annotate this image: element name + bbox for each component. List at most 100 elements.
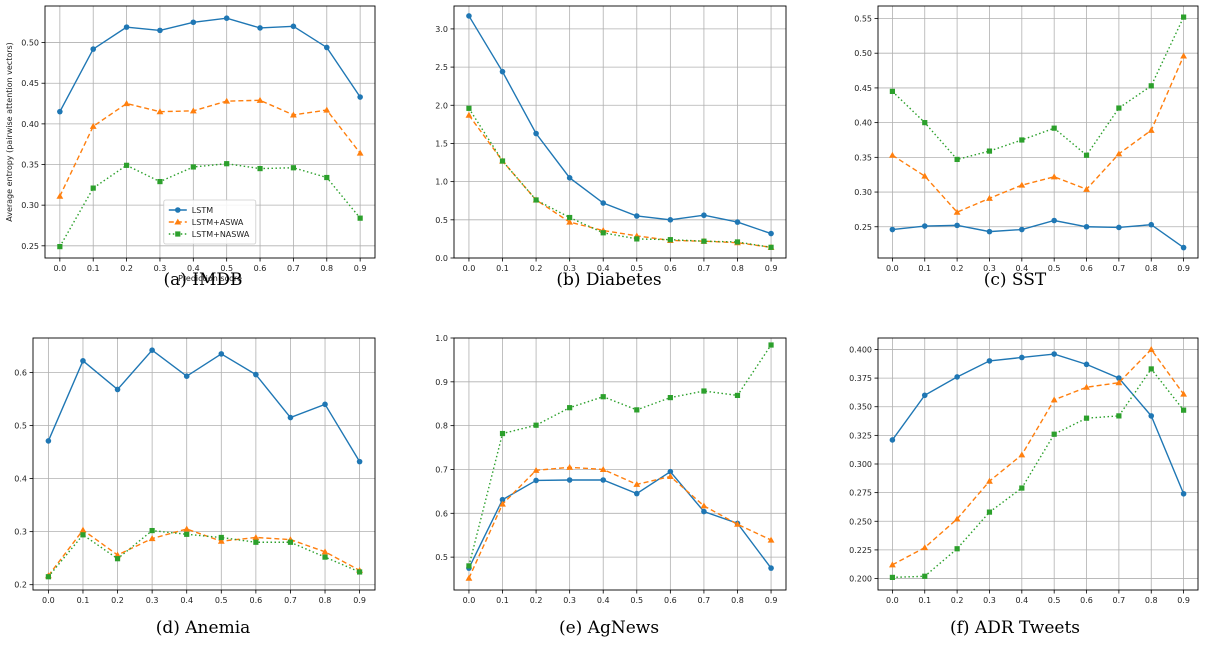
data-point bbox=[256, 96, 264, 103]
data-point bbox=[1051, 217, 1057, 224]
data-point bbox=[1019, 137, 1025, 143]
series-line bbox=[59, 99, 361, 197]
y-tick-label: 0.8 bbox=[435, 422, 448, 431]
x-tick-label: 0.4 bbox=[1015, 264, 1028, 273]
series-line bbox=[468, 107, 772, 249]
data-point bbox=[1019, 354, 1025, 361]
data-point bbox=[156, 108, 164, 115]
series-line bbox=[47, 529, 360, 578]
data-point bbox=[90, 185, 96, 191]
data-point bbox=[1116, 413, 1122, 419]
data-point bbox=[287, 414, 294, 421]
data-point bbox=[499, 430, 506, 437]
y-tick-label: 0.3 bbox=[14, 528, 27, 537]
series-lstm-naswa bbox=[466, 105, 774, 250]
y-tick-label: 0.300 bbox=[849, 460, 872, 469]
y-tick-label: 1.5 bbox=[435, 139, 448, 148]
series-lstm-aswa bbox=[465, 463, 775, 581]
data-point bbox=[1181, 14, 1187, 20]
data-point bbox=[701, 508, 707, 515]
data-point bbox=[600, 200, 607, 206]
data-point bbox=[954, 374, 960, 380]
data-point bbox=[499, 496, 506, 503]
data-point bbox=[183, 373, 190, 379]
x-tick-label: 0.7 bbox=[698, 264, 711, 273]
x-tick-label: 0.9 bbox=[353, 596, 366, 605]
y-tick-label: 0.275 bbox=[849, 489, 872, 498]
x-tick-label: 0.5 bbox=[1048, 596, 1061, 605]
data-point bbox=[634, 236, 640, 242]
data-point bbox=[149, 527, 155, 534]
data-point bbox=[1148, 83, 1154, 89]
data-point bbox=[157, 178, 163, 185]
data-point bbox=[324, 174, 330, 181]
data-point bbox=[567, 214, 573, 221]
x-tick-label: 0.4 bbox=[180, 596, 193, 605]
series-lstm-aswa bbox=[56, 96, 364, 199]
data-point bbox=[922, 120, 928, 126]
x-tick-label: 0.9 bbox=[765, 596, 778, 605]
data-point bbox=[218, 351, 225, 357]
data-point bbox=[1083, 383, 1090, 390]
series-lstm bbox=[45, 347, 363, 465]
x-tick-label: 0.0 bbox=[53, 264, 66, 273]
data-point bbox=[532, 466, 540, 473]
data-point bbox=[954, 222, 960, 229]
y-tick-label: 2.5 bbox=[435, 63, 448, 72]
y-tick-label: 0.25 bbox=[21, 242, 39, 251]
y-tick-label: 1.0 bbox=[435, 178, 448, 187]
data-point bbox=[1051, 351, 1057, 357]
series-line bbox=[468, 15, 772, 235]
data-point bbox=[986, 358, 993, 364]
data-point bbox=[1147, 126, 1155, 133]
y-tick-label: 0.40 bbox=[21, 120, 39, 129]
data-point bbox=[889, 226, 896, 233]
chart-panel: 0.0 0.1 0.2 0.3 0.4 0.5 0.6 0.7 0.8 0.9 0.5 0.6 0.7 0… bbox=[406, 324, 812, 648]
y-tick-label: 0.50 bbox=[21, 39, 39, 48]
data-point bbox=[257, 165, 263, 172]
x-tick-label: 0.0 bbox=[42, 596, 55, 605]
x-tick-label: 0.2 bbox=[530, 596, 543, 605]
data-point bbox=[114, 386, 121, 393]
y-tick-label: 0.30 bbox=[21, 201, 39, 210]
y-tick-label: 0.25 bbox=[854, 223, 872, 232]
y-tick-label: 0.45 bbox=[21, 79, 39, 88]
data-point bbox=[322, 554, 328, 560]
x-tick-label: 0.2 bbox=[111, 596, 124, 605]
x-tick-label: 0.9 bbox=[1177, 264, 1190, 273]
data-point bbox=[89, 122, 97, 129]
data-point bbox=[533, 422, 539, 428]
x-tick-label: 0.8 bbox=[731, 264, 744, 273]
x-tick-label: 0.4 bbox=[597, 596, 610, 605]
data-point bbox=[323, 106, 331, 113]
data-point bbox=[1051, 431, 1057, 437]
data-point bbox=[80, 532, 86, 538]
data-point bbox=[1019, 485, 1025, 491]
data-point bbox=[123, 162, 130, 168]
data-point bbox=[734, 219, 741, 225]
data-point bbox=[1116, 105, 1122, 111]
data-point bbox=[190, 19, 197, 26]
x-tick-label: 0.8 bbox=[319, 596, 332, 605]
data-point bbox=[499, 500, 506, 507]
data-point bbox=[734, 520, 741, 527]
data-point bbox=[600, 394, 606, 400]
x-tick-label: 0.0 bbox=[463, 596, 476, 605]
data-point bbox=[667, 468, 674, 475]
legend-marker bbox=[175, 207, 181, 213]
data-point bbox=[600, 230, 606, 236]
data-point bbox=[114, 551, 121, 558]
x-tick-label: 0.2 bbox=[951, 596, 964, 605]
line-chart: 0.0 0.1 0.2 0.3 0.4 0.5 0.6 0.7 0.8 0.9 0.200 0.225… bbox=[849, 337, 1199, 605]
series-line bbox=[892, 219, 1185, 249]
x-tick-label: 0.3 bbox=[146, 596, 159, 605]
chart-panel: 0.0 0.1 0.2 0.3 0.4 0.5 0.6 0.7 0.8 0.9 0.25 0.30 0.… bbox=[0, 0, 406, 324]
data-point bbox=[323, 44, 330, 51]
legend-label: LSTM+NASWA bbox=[192, 230, 250, 239]
y-tick-label: 3.0 bbox=[435, 25, 448, 34]
grid-lines bbox=[45, 6, 375, 258]
data-point bbox=[466, 13, 472, 19]
data-point bbox=[533, 477, 539, 484]
series-line bbox=[468, 470, 772, 569]
series-lstm bbox=[57, 15, 363, 115]
